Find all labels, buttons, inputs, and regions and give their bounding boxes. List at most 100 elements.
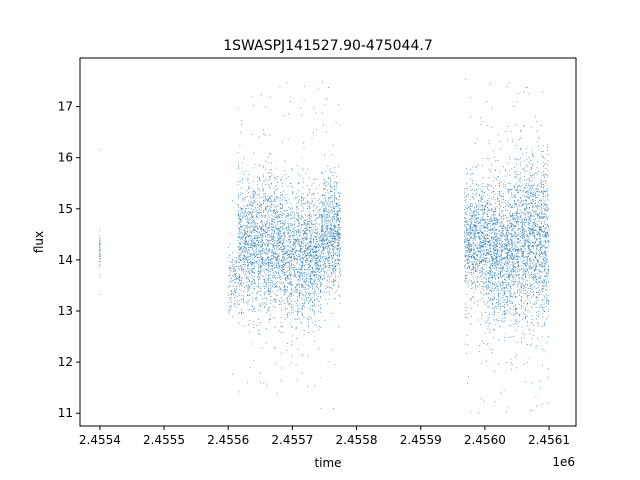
data-point [294, 276, 296, 278]
data-point [330, 231, 331, 233]
data-point [309, 241, 311, 243]
data-point [285, 278, 286, 280]
data-point [233, 261, 235, 263]
data-point [251, 242, 253, 244]
data-point [467, 382, 468, 384]
data-point [282, 272, 284, 274]
data-point [288, 253, 290, 255]
data-point [293, 244, 295, 246]
data-point [329, 235, 331, 237]
data-point [299, 229, 301, 230]
data-point [306, 237, 308, 238]
data-point [269, 282, 271, 284]
data-point [277, 228, 279, 229]
data-point [320, 377, 322, 379]
data-point [475, 289, 477, 291]
data-point [245, 250, 247, 252]
data-point [287, 267, 289, 268]
data-point [238, 262, 240, 263]
data-point [282, 332, 284, 334]
data-point [306, 226, 308, 228]
data-point [243, 205, 245, 207]
data-point [274, 192, 275, 194]
data-point [311, 200, 313, 202]
data-point [285, 240, 287, 242]
data-point [478, 236, 479, 238]
data-point [287, 276, 288, 278]
data-point [231, 261, 233, 263]
data-point [245, 271, 247, 272]
data-point [280, 179, 282, 181]
data-point [483, 238, 485, 240]
data-point [469, 256, 471, 257]
data-point [484, 206, 485, 207]
data-point [256, 216, 257, 218]
data-point [329, 184, 331, 186]
data-point [284, 219, 286, 221]
data-point [311, 271, 313, 273]
data-point [264, 260, 265, 262]
data-point [475, 226, 476, 228]
data-point [482, 192, 484, 194]
data-point [464, 314, 466, 315]
data-point [315, 215, 317, 217]
data-point [469, 232, 471, 233]
data-point [338, 252, 340, 254]
data-point [315, 321, 316, 322]
data-point [258, 194, 260, 196]
data-point [309, 300, 311, 302]
data-point [260, 234, 261, 236]
data-point [481, 318, 483, 320]
data-point [99, 258, 101, 260]
data-point [334, 196, 336, 198]
data-point [315, 274, 317, 276]
data-point [290, 218, 292, 220]
data-point [264, 252, 266, 254]
data-point [471, 256, 473, 258]
data-point [285, 229, 287, 231]
data-point [334, 274, 336, 276]
data-point [322, 249, 324, 251]
data-point [296, 241, 298, 242]
data-point [279, 86, 281, 88]
data-point [280, 197, 281, 199]
data-point [303, 147, 305, 148]
data-point [228, 268, 230, 269]
data-point [253, 260, 255, 262]
data-point [482, 236, 484, 238]
data-point [305, 244, 307, 246]
data-point [470, 204, 471, 205]
data-point [266, 242, 268, 244]
data-point [468, 247, 470, 249]
data-point [243, 214, 245, 216]
data-point [310, 299, 312, 301]
data-point [267, 211, 269, 213]
data-point [229, 243, 231, 245]
data-point [288, 213, 290, 215]
data-point [331, 245, 333, 247]
data-point [334, 247, 336, 249]
data-point [332, 235, 334, 236]
data-point [273, 212, 275, 214]
data-point [264, 250, 266, 251]
data-point [256, 228, 258, 230]
data-point [252, 229, 254, 231]
data-point [479, 269, 480, 271]
data-point [300, 175, 302, 177]
data-point [339, 259, 340, 261]
data-point [274, 306, 276, 308]
data-point [234, 279, 235, 280]
data-point [282, 260, 284, 262]
data-point [334, 206, 336, 208]
data-point [280, 270, 282, 272]
data-point [260, 372, 261, 374]
data-point [475, 224, 477, 226]
data-point [287, 301, 289, 303]
data-point [298, 231, 300, 233]
data-point [267, 184, 269, 185]
data-point [289, 255, 290, 257]
data-point [243, 257, 245, 259]
data-point [296, 268, 298, 270]
data-point [298, 238, 299, 240]
data-point [325, 98, 327, 100]
